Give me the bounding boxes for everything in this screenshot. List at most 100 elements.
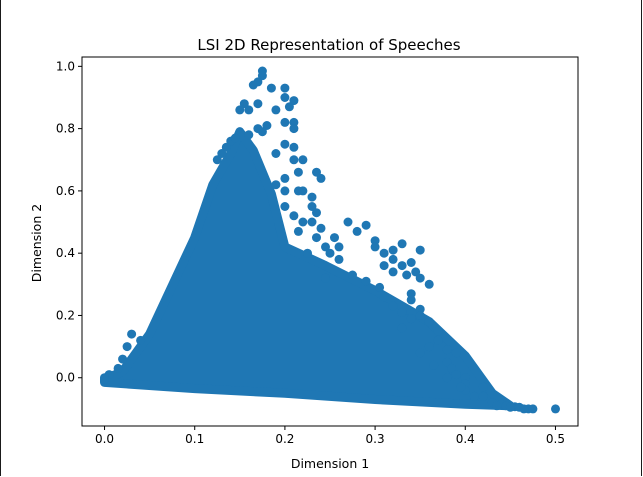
scatter-point	[348, 270, 357, 280]
x-tick-label: 0.5	[546, 432, 565, 446]
scatter-point	[397, 239, 407, 249]
scatter-point	[293, 226, 303, 236]
scatter-point	[388, 301, 398, 311]
scatter-point	[379, 248, 389, 258]
scatter-point	[442, 373, 452, 383]
scatter-point	[388, 254, 398, 264]
scatter-point	[519, 404, 529, 414]
scatter-point	[289, 211, 299, 221]
scatter-point	[388, 267, 398, 277]
scatter-point	[280, 83, 290, 93]
scatter-point	[411, 267, 421, 277]
scatter-point	[415, 304, 425, 314]
scatter-point	[122, 342, 132, 352]
y-axis-ticks: 0.0 0.2 0.4 0.6 0.8 1.0	[56, 59, 82, 385]
scatter-point	[271, 105, 281, 115]
scatter-point	[361, 276, 371, 286]
scatter-point	[551, 404, 560, 414]
scatter-point	[127, 329, 137, 339]
scatter-point	[460, 373, 470, 383]
scatter-point	[528, 404, 538, 414]
scatter-point	[312, 167, 321, 177]
scatter-point	[321, 273, 330, 283]
x-tick-label: 0.4	[456, 432, 475, 446]
scatter-point	[298, 186, 308, 196]
scatter-point	[303, 248, 312, 258]
scatter-point	[316, 223, 326, 233]
scatter-point	[280, 93, 290, 102]
scatter-point	[289, 96, 299, 106]
scatter-point	[334, 242, 344, 252]
scatter-point	[253, 124, 263, 134]
scatter-point	[257, 71, 267, 81]
scatter-point	[375, 282, 385, 292]
scatter-point	[298, 155, 308, 165]
scatter-point	[415, 311, 425, 320]
scatter-point	[136, 335, 146, 345]
y-tick-label: 0.6	[56, 184, 75, 198]
scatter-point	[113, 363, 123, 373]
scatter-point	[352, 226, 362, 236]
scatter-point	[330, 233, 339, 243]
scatter-point	[325, 248, 335, 258]
scatter-point	[280, 117, 290, 127]
scatter-point	[266, 83, 276, 93]
scatter-point	[312, 233, 321, 243]
scatter-point	[451, 348, 461, 358]
scatter-point	[424, 279, 434, 289]
scatter-point	[451, 370, 461, 380]
scatter-point	[406, 289, 416, 299]
y-tick-label: 0.8	[56, 122, 75, 136]
scatter-point	[406, 258, 416, 267]
scatter-point	[406, 295, 416, 305]
scatter-point	[397, 323, 407, 333]
x-tick-label: 0.1	[185, 432, 204, 446]
scatter-point	[271, 149, 281, 158]
scatter-point	[217, 149, 227, 158]
scatter-point	[402, 270, 412, 280]
scatter-point	[433, 335, 443, 345]
scatter-point	[397, 307, 407, 317]
y-tick-label: 0.0	[56, 371, 75, 385]
scatter-point	[370, 236, 380, 246]
scatter-point	[456, 382, 466, 392]
scatter-point	[280, 139, 290, 149]
x-tick-label: 0.3	[366, 432, 385, 446]
scatter-point	[406, 314, 416, 324]
x-tick-label: 0.2	[275, 432, 294, 446]
x-axis-label: Dimension 1	[291, 456, 369, 471]
scatter-point	[248, 80, 258, 90]
scatter-point	[284, 102, 294, 112]
scatter-point	[307, 192, 317, 202]
scatter-point	[361, 220, 371, 230]
scatter-point	[429, 360, 439, 370]
scatter-point	[239, 99, 249, 109]
scatter-point	[307, 217, 317, 227]
y-tick-label: 0.2	[56, 308, 75, 322]
y-axis-label: Dimension 2	[29, 204, 44, 282]
scatter-point	[478, 391, 488, 401]
scatter-point	[289, 142, 299, 152]
scatter-point	[447, 363, 457, 373]
scatter-point	[442, 357, 452, 367]
scatter-point	[343, 217, 353, 227]
scatter-point	[221, 142, 231, 152]
scatter-point	[289, 155, 299, 165]
scatter-point	[100, 374, 109, 384]
scatter-point	[271, 180, 281, 190]
scatter-point	[469, 391, 479, 401]
scatter-point	[298, 217, 308, 227]
y-tick-label: 1.0	[56, 59, 75, 73]
scatter-point	[505, 402, 515, 412]
x-tick-label: 0.0	[95, 432, 114, 446]
scatter-point	[307, 202, 317, 211]
scatter-point	[424, 342, 434, 352]
scatter-point	[280, 186, 290, 196]
scatter-point	[415, 245, 425, 255]
scatter-point	[289, 124, 299, 134]
scatter-point	[230, 133, 240, 143]
scatter-point	[397, 261, 407, 271]
scatter-point	[370, 242, 380, 252]
scatter-point	[244, 130, 254, 140]
